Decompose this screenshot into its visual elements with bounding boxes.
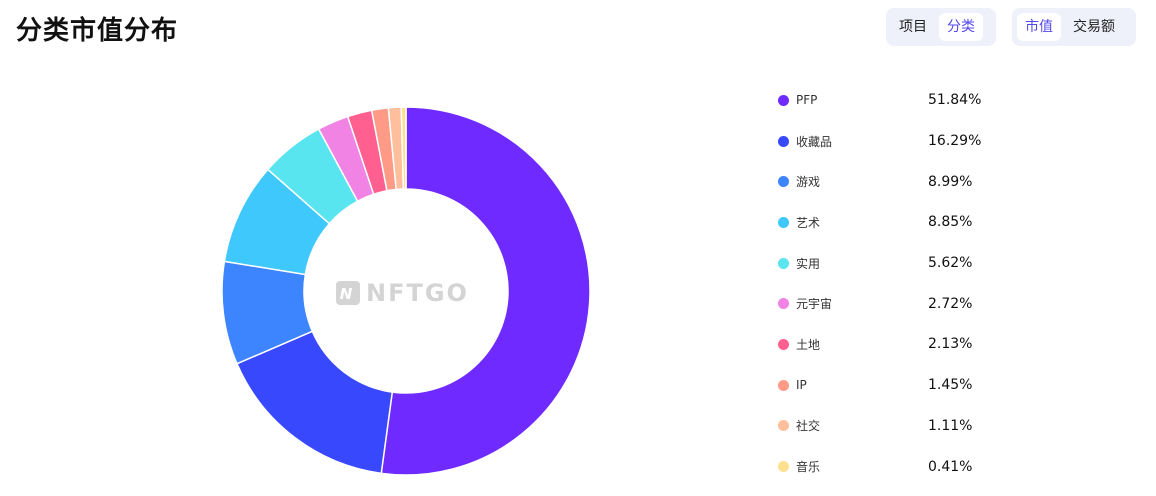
legend-dot-icon [778,420,789,432]
tab-project[interactable]: 项目 [899,19,927,35]
tab-volume[interactable]: 交易额 [1073,19,1115,35]
nftgo-logo-mark: N [340,285,353,303]
legend-label: 收藏品 [796,134,833,149]
legend-value: 0.41% [928,458,973,475]
legend-item[interactable]: 音乐 0.41% [778,446,1038,487]
chart-legend: PFP 51.84% 收藏品 16.29% 游戏 8.99% 艺术 8.85% 实用 5.62% 元… [778,80,1038,487]
legend-label: 艺术 [796,215,821,230]
legend-item[interactable]: PFP 51.84% [778,80,1038,121]
nftgo-logo-icon [336,281,360,305]
legend-item[interactable]: IP 1.45% [778,365,1038,406]
legend-label: 音乐 [796,460,821,475]
donut-chart-svg: N NFTGO [221,106,591,476]
nftgo-watermark: N NFTGO [336,279,469,307]
legend-label: 游戏 [796,175,821,190]
legend-dot-icon [778,176,789,188]
donut-slice-0[interactable] [380,106,591,476]
tab-market-cap[interactable]: 市值 [1017,13,1061,41]
legend-value: 16.29% [928,133,982,150]
legend-item[interactable]: 元宇宙 2.72% [778,283,1038,324]
donut-chart: N NFTGO [200,92,610,492]
legend-value: 5.62% [928,255,973,272]
legend-dot-icon [778,257,789,269]
legend-value: 2.13% [928,336,973,353]
legend-value: 2.72% [928,295,973,312]
legend-dot-icon [778,298,789,310]
legend-dot-icon [778,379,789,391]
legend-label: IP [796,378,807,393]
legend-value: 51.84% [928,92,982,109]
legend-item[interactable]: 游戏 8.99% [778,161,1038,202]
legend-dot-icon [778,216,789,228]
tab-category[interactable]: 分类 [939,13,983,41]
legend-label: 土地 [796,337,821,352]
legend-label: 社交 [796,419,821,434]
legend-item[interactable]: 艺术 8.85% [778,202,1038,243]
legend-item[interactable]: 土地 2.13% [778,324,1038,365]
legend-dot-icon [778,338,789,350]
watermark-text: NFTGO [366,279,469,307]
legend-label: 元宇宙 [796,297,833,312]
legend-value: 8.85% [928,214,973,231]
legend-item[interactable]: 社交 1.11% [778,406,1038,447]
legend-dot-icon [778,94,789,106]
legend-value: 8.99% [928,173,973,190]
view-toggle: 项目 分类 [886,8,996,46]
page-title: 分类市值分布 [16,16,179,46]
legend-value: 1.45% [928,377,973,394]
legend-dot-icon [778,135,789,147]
legend-dot-icon [778,461,789,473]
legend-label: 实用 [796,256,821,271]
legend-label: PFP [796,93,818,108]
metric-toggle: 市值 交易额 [1012,8,1136,46]
legend-item[interactable]: 实用 5.62% [778,243,1038,284]
donut-slice-9[interactable] [400,106,407,190]
legend-value: 1.11% [928,417,973,434]
legend-item[interactable]: 收藏品 16.29% [778,121,1038,162]
